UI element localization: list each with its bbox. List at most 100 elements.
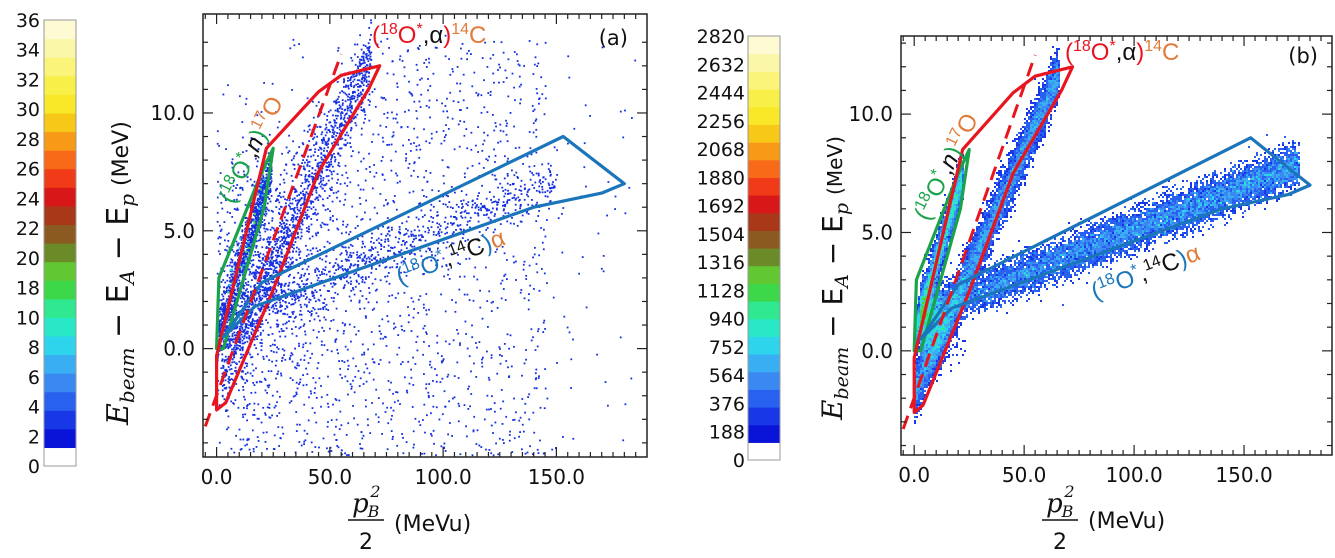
data-point (264, 223, 266, 225)
data-point (345, 259, 348, 262)
data-point (231, 300, 234, 303)
data-point (268, 289, 271, 292)
data-point (460, 190, 463, 192)
data-point (425, 293, 428, 295)
data-point (298, 327, 301, 330)
data-point (521, 214, 524, 217)
data-point (360, 72, 363, 75)
data-point (239, 186, 242, 189)
data-point (244, 332, 247, 335)
data-point (306, 217, 308, 220)
data-point (471, 165, 474, 167)
data-point (337, 110, 340, 113)
data-point (280, 255, 283, 258)
data-point (346, 117, 349, 120)
data-point (263, 82, 265, 84)
data-point (350, 100, 352, 103)
data-point (516, 176, 519, 178)
data-point (523, 297, 526, 300)
data-point (462, 205, 464, 208)
data-point (314, 133, 316, 136)
data-point (306, 268, 309, 271)
data-point (258, 417, 260, 420)
data-point (495, 178, 498, 181)
data-point (314, 211, 316, 214)
data-point (481, 206, 484, 209)
data-point (422, 259, 425, 261)
data-point (491, 201, 494, 204)
data-point (334, 138, 337, 141)
data-point (264, 230, 267, 233)
data-point (535, 88, 538, 90)
data-point (431, 254, 433, 256)
data-point (316, 336, 318, 339)
data-point (265, 206, 268, 209)
data-point (343, 78, 345, 80)
data-point (435, 234, 438, 236)
data-point (440, 231, 443, 234)
data-point (289, 295, 292, 298)
data-point (291, 311, 294, 314)
data-point (493, 215, 496, 217)
data-point (242, 136, 244, 139)
data-point (299, 303, 302, 306)
data-point (266, 263, 268, 265)
data-point (311, 235, 314, 238)
data-point (229, 280, 232, 282)
data-point (437, 226, 439, 229)
data-point (225, 148, 227, 150)
data-point (338, 399, 341, 402)
data-point (365, 79, 368, 82)
data-point (415, 148, 418, 151)
data-point (261, 190, 264, 193)
data-point (465, 193, 468, 196)
data-point (332, 282, 335, 284)
data-point (424, 239, 427, 242)
data-point (451, 435, 453, 437)
data-point (338, 126, 341, 128)
data-point (251, 323, 254, 325)
data-point (392, 409, 395, 412)
data-point (379, 279, 382, 282)
data-point (362, 258, 364, 261)
data-point (432, 380, 434, 382)
data-point (371, 259, 373, 261)
data-point (389, 249, 391, 252)
data-point (376, 288, 378, 291)
data-point (406, 50, 409, 53)
data-point (508, 199, 511, 201)
data-point (457, 420, 460, 423)
data-point (477, 195, 479, 197)
data-point (223, 290, 225, 293)
data-point (346, 184, 349, 187)
data-point (365, 56, 368, 59)
data-point (398, 250, 400, 253)
data-point (242, 342, 245, 345)
data-point (315, 141, 318, 144)
data-point (413, 235, 415, 237)
data-point (269, 241, 272, 243)
data-point (221, 313, 223, 316)
data-point (517, 196, 520, 199)
data-point (221, 207, 224, 210)
data-point (504, 188, 507, 191)
data-point (417, 218, 420, 221)
data-point (256, 318, 259, 321)
data-point (267, 386, 270, 389)
data-point (310, 253, 313, 255)
data-point (304, 161, 306, 164)
data-point (257, 239, 260, 242)
data-point (248, 448, 251, 451)
data-point (363, 111, 366, 113)
data-point (249, 271, 252, 273)
data-point (324, 156, 326, 159)
data-point (463, 275, 466, 278)
data-point (273, 307, 276, 310)
data-point (544, 178, 547, 181)
data-point (349, 76, 352, 79)
data-point (339, 154, 342, 157)
data-point (501, 423, 504, 425)
data-point (299, 378, 302, 381)
data-point (253, 209, 256, 212)
data-point (228, 368, 231, 371)
